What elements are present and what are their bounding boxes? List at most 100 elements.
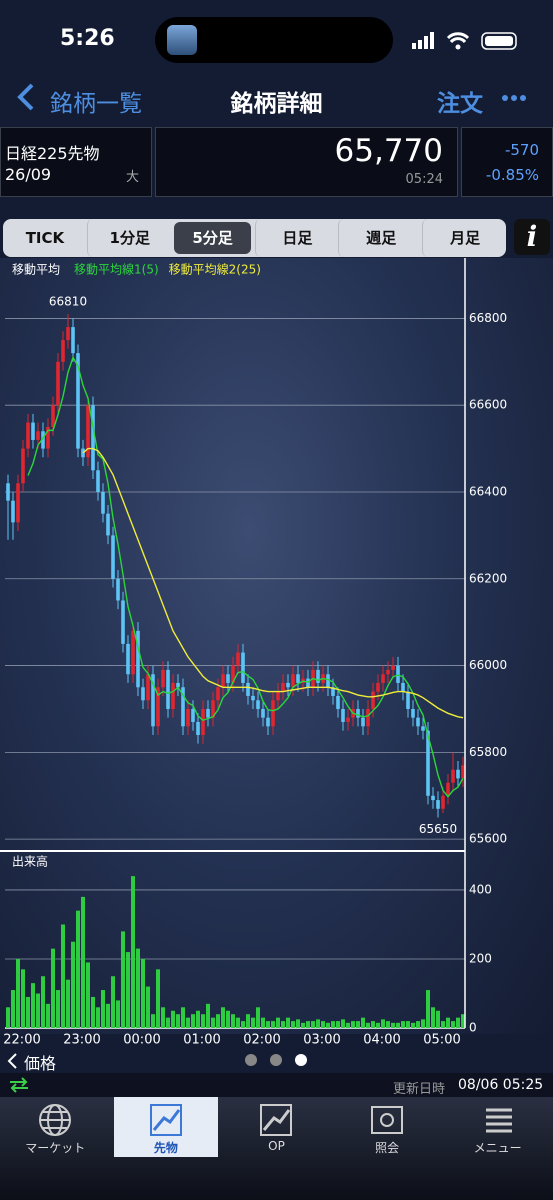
volume-bar — [181, 1007, 185, 1028]
candle-body — [31, 422, 35, 440]
moving-average-line — [82, 447, 464, 719]
candle-body — [316, 669, 320, 683]
candle-body — [16, 483, 20, 523]
interval-tab[interactable]: 日足 — [254, 219, 340, 257]
volume-bar — [381, 1019, 385, 1028]
legend-title: 移動平均 — [12, 263, 60, 277]
volume-bar — [106, 1003, 110, 1028]
page-dots — [245, 1054, 307, 1066]
tab-bar-item[interactable]: メニュー — [445, 1097, 550, 1157]
interval-tab[interactable]: 月足 — [422, 219, 507, 257]
tab-bar-item[interactable]: 照会 — [335, 1097, 440, 1157]
x-tick-label: 03:00 — [303, 1033, 340, 1048]
interval-tab[interactable]: 週足 — [338, 219, 423, 257]
y-tick-label: 66000 — [469, 658, 507, 672]
y-tick-label: 66600 — [469, 398, 507, 412]
volume-bar — [306, 1021, 310, 1028]
candle-body — [391, 665, 395, 670]
quote-contract: 26/09 — [5, 165, 52, 184]
volume-bar — [141, 958, 145, 1028]
volume-bar — [26, 996, 30, 1028]
volume-bar — [431, 1007, 435, 1028]
candle-body — [241, 652, 245, 683]
x-tick-label: 04:00 — [363, 1033, 400, 1048]
volume-bar — [61, 924, 65, 1028]
tab-bar-item[interactable]: 先物 — [113, 1097, 219, 1157]
back-button[interactable]: 銘柄一覧 — [50, 91, 142, 117]
volume-bar — [41, 976, 45, 1028]
price-back[interactable]: 価格 — [24, 1054, 57, 1073]
volume-bar — [101, 990, 105, 1028]
price-back-chevron[interactable] — [6, 1052, 20, 1070]
candle-body — [276, 691, 280, 701]
volume-bar — [206, 1003, 210, 1028]
volume-bar — [296, 1019, 300, 1028]
x-tick-label: 01:00 — [183, 1033, 220, 1048]
volume-bar — [351, 1021, 355, 1028]
volume-bar — [241, 1021, 245, 1028]
volume-bar — [46, 1003, 50, 1028]
tab-icon — [149, 1104, 182, 1136]
x-tick-label: 00:00 — [123, 1033, 160, 1048]
candle-body — [156, 687, 160, 727]
candle-body — [226, 674, 230, 683]
volume-bar — [111, 976, 115, 1028]
volume-bar — [71, 941, 75, 1028]
tab-icon — [371, 1106, 404, 1134]
volume-bar — [196, 1010, 200, 1028]
candle-body — [381, 674, 385, 683]
quote-price: 65,770 — [334, 133, 443, 169]
swap-icon[interactable] — [8, 1077, 30, 1093]
moving-average-line — [27, 355, 464, 798]
tab-bar-item[interactable]: OP — [224, 1097, 329, 1157]
order-button[interactable]: 注文 — [437, 91, 483, 117]
volume-bar — [361, 1017, 365, 1028]
candle-body — [251, 695, 255, 701]
candle-body — [461, 765, 465, 779]
high-label: 66810 — [49, 295, 87, 309]
candle-body — [181, 687, 185, 727]
tab-icon — [485, 1108, 512, 1133]
status-icons — [412, 32, 517, 50]
volume-bar — [416, 1021, 420, 1028]
x-tick-label: 05:00 — [423, 1033, 460, 1048]
volume-bar — [261, 1017, 265, 1028]
volume-bar — [236, 1017, 240, 1028]
volume-bar — [56, 990, 60, 1028]
info-button[interactable]: i — [514, 219, 550, 255]
candle-body — [231, 665, 235, 683]
back-chevron[interactable] — [14, 82, 38, 112]
candle-body — [401, 682, 405, 692]
interval-tab[interactable]: 1分足 — [86, 219, 172, 257]
candle-body — [386, 669, 390, 675]
candle-body — [361, 717, 365, 727]
candle-body — [291, 674, 295, 688]
candle-body — [446, 782, 450, 796]
volume-bar — [356, 1021, 360, 1028]
y-tick-label: 66400 — [469, 484, 507, 498]
candle-body — [356, 708, 360, 718]
volume-bar — [461, 1014, 465, 1028]
interval-tab[interactable]: 5分足 — [173, 222, 252, 254]
tab-icon — [39, 1104, 72, 1136]
candle-body — [41, 431, 45, 449]
nav-title: 銘柄詳細 — [230, 91, 323, 117]
more-button[interactable] — [500, 92, 530, 104]
candle-body — [431, 795, 435, 801]
volume-bar — [21, 969, 25, 1028]
tab-bar-item[interactable]: マーケット — [3, 1097, 108, 1157]
candle-body — [201, 708, 205, 736]
volume-bar — [276, 1017, 280, 1028]
candle-body — [21, 448, 25, 484]
volume-bar — [11, 990, 15, 1028]
candle-body — [411, 708, 415, 718]
interval-tab[interactable]: TICK — [25, 229, 65, 247]
candle-body — [296, 674, 300, 683]
volume-bar — [286, 1017, 290, 1028]
volume-bar — [336, 1021, 340, 1028]
volume-bar — [231, 1014, 235, 1028]
volume-bar — [96, 1007, 100, 1028]
y-tick-label: 65800 — [469, 745, 507, 759]
candle-body — [246, 682, 250, 696]
